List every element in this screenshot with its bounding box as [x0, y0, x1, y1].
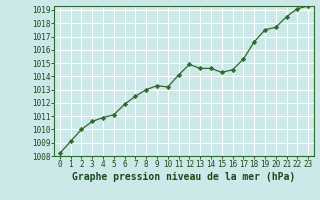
X-axis label: Graphe pression niveau de la mer (hPa): Graphe pression niveau de la mer (hPa) [72, 172, 296, 182]
